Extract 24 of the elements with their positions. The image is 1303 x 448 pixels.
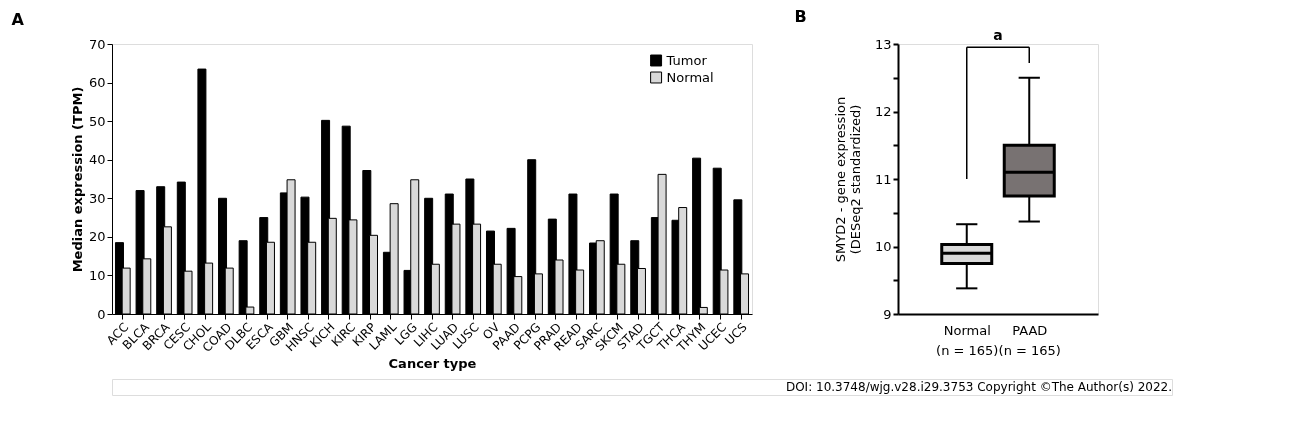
y-tick-label: 12 bbox=[874, 104, 892, 119]
chart-title: A bbox=[11, 10, 25, 29]
y-tick-label: 13 bbox=[874, 36, 892, 52]
text: a bbox=[993, 27, 1003, 44]
y-axis-title: SMYD2 - gene expression (DESeq2 standardized) bbox=[832, 96, 863, 263]
y-tick-label: 11 bbox=[874, 171, 892, 187]
y-tick-label: 30 bbox=[88, 190, 106, 206]
legend-label: Tumor bbox=[665, 52, 708, 68]
x-tick-label: PAAD (n = 165) bbox=[998, 322, 1061, 358]
legend-label: Normal bbox=[666, 69, 714, 85]
x-tick-label: Normal (n = 165) bbox=[936, 322, 999, 358]
chart-title: B bbox=[794, 7, 807, 27]
y-tick-label: 60 bbox=[88, 75, 106, 91]
text: DOI: 10.3748/wjg.v28.i29.3753 Copyright ©The Author(s) 2022. bbox=[785, 380, 1172, 394]
y-tick-label: 0 bbox=[97, 306, 106, 322]
y-tick-label: 40 bbox=[88, 152, 106, 168]
y-axis-title: Median expression (TPM) bbox=[69, 86, 85, 273]
y-tick-label: 10 bbox=[874, 239, 892, 254]
x-axis-title: Cancer type bbox=[388, 356, 477, 372]
y-tick-label: 50 bbox=[88, 113, 106, 129]
y-tick-label: 10 bbox=[88, 267, 106, 283]
y-tick-label: 20 bbox=[88, 229, 106, 245]
y-tick-label: 9 bbox=[883, 306, 892, 322]
y-tick-label: 70 bbox=[88, 36, 106, 52]
